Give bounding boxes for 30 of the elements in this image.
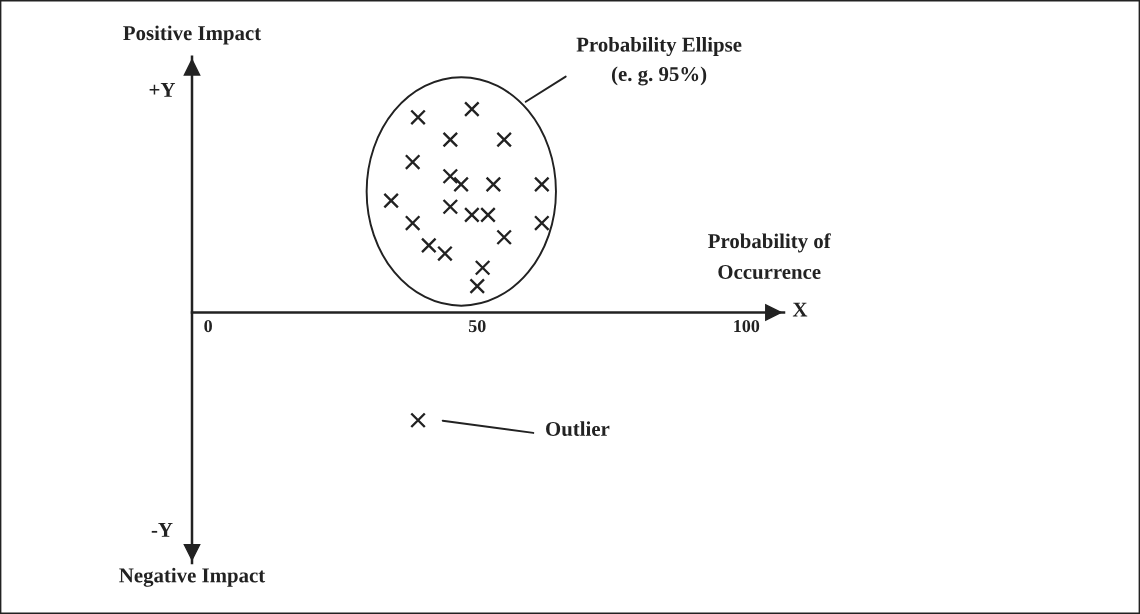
point — [442, 168, 459, 185]
point — [453, 176, 470, 193]
point — [469, 278, 486, 295]
text: X — [792, 302, 808, 317]
x-axis-title: Probability of Occurrence — [708, 233, 831, 279]
text: Negative Impact — [119, 567, 266, 587]
point — [442, 131, 459, 148]
point — [420, 237, 437, 254]
text: -Y — [151, 523, 173, 537]
point — [463, 101, 480, 118]
point — [410, 412, 426, 429]
point — [485, 176, 502, 193]
point — [404, 215, 421, 231]
point — [404, 154, 421, 170]
point — [410, 109, 426, 126]
point — [533, 215, 550, 231]
point — [442, 198, 459, 215]
text: Probability Ellipse (e. g. 95%) — [576, 37, 742, 86]
point — [533, 176, 550, 193]
point — [383, 192, 400, 209]
text: +Y — [149, 83, 176, 97]
x-tick-label: 0 — [204, 319, 212, 333]
x-tick-label: 100 — [734, 319, 760, 333]
text: Outlier — [546, 421, 610, 436]
point — [496, 229, 513, 246]
point — [437, 245, 453, 262]
text: Positive Impact — [123, 25, 262, 45]
point — [496, 131, 513, 148]
x-tick-label: 50 — [468, 319, 486, 333]
point — [474, 259, 491, 276]
